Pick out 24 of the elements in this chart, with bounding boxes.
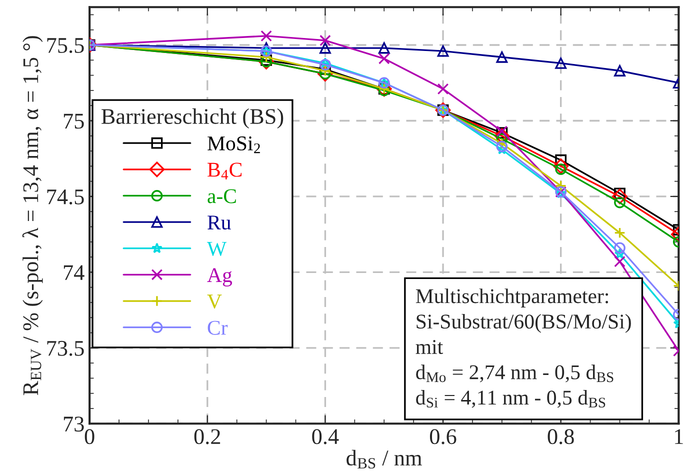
x-tick-label: 1 <box>675 429 683 444</box>
text: Multischichtparameter: Si-Substrat/60(BS/Mo/Si) mit d$_{Mo}$ = 2,74 nm - 0,5 d$_{BS}$ d$_{Si}$ = 4,11 nm - 0,5 d$_{BS}$ <box>416 288 631 408</box>
legend-label: Ag <box>207 268 232 286</box>
legend-label: V <box>207 294 222 309</box>
y-tick-label: 73.5 <box>47 340 84 356</box>
y-tick-label: 74.5 <box>47 190 84 204</box>
x-tick-label: 0.6 <box>430 429 456 444</box>
x-axis-title: d$_{BS}$ / nm <box>346 450 422 469</box>
y-tick-label: 75.5 <box>47 38 84 54</box>
legend-label: Cr <box>208 320 228 335</box>
y-tick-label: 74 <box>64 265 84 280</box>
x-tick-label: 0.4 <box>312 429 339 444</box>
y-tick-label: 75 <box>64 114 84 129</box>
legend-label: Ru <box>208 216 231 230</box>
y-tick-label: 73 <box>64 416 84 432</box>
legend-title: Barriereschicht (BS) <box>101 108 284 129</box>
legend-label: a-C <box>208 189 236 204</box>
legend-label: W <box>206 242 227 256</box>
legend-label: MoSi$_{2}$ <box>208 136 260 154</box>
x-tick-label: 0 <box>84 429 94 444</box>
x-tick-label: 0.2 <box>194 429 220 444</box>
legend-label: B$_{4}$C <box>208 162 242 180</box>
x-tick-label: 0.8 <box>548 429 574 444</box>
y-axis-title: R$_{EUV}$ / % (s-pol., λ = 13,4 nm, α = 1,5 °) <box>22 36 43 396</box>
